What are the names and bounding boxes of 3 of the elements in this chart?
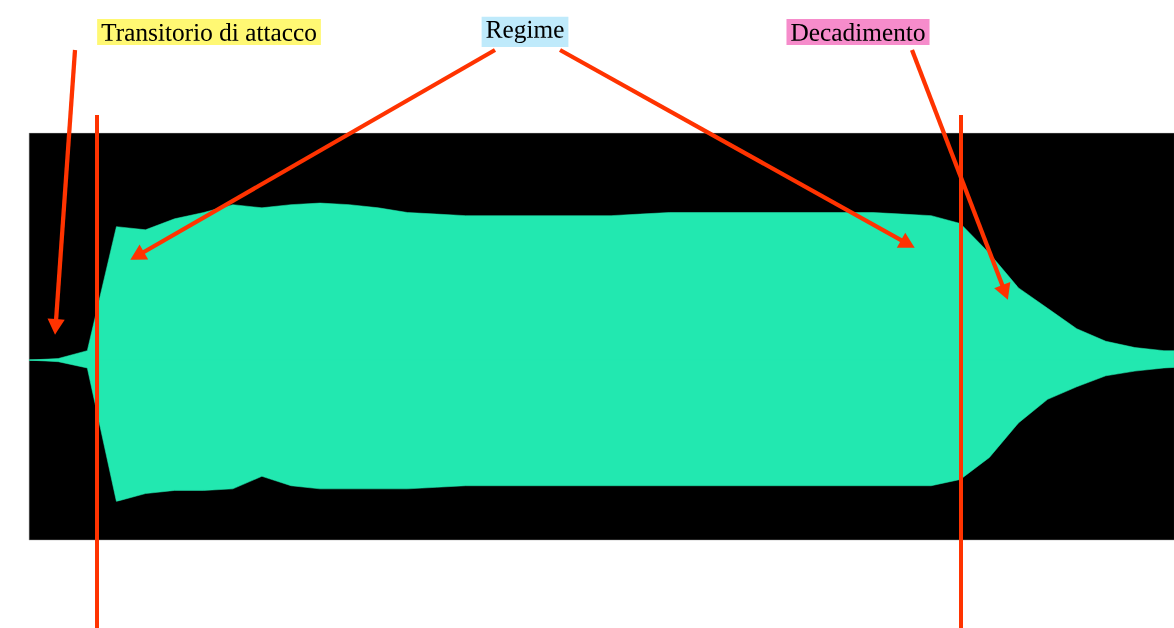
text: Transitorio di attacco: [101, 23, 316, 41]
text: Decadimento: [791, 23, 925, 41]
text: Regime: [486, 20, 564, 44]
